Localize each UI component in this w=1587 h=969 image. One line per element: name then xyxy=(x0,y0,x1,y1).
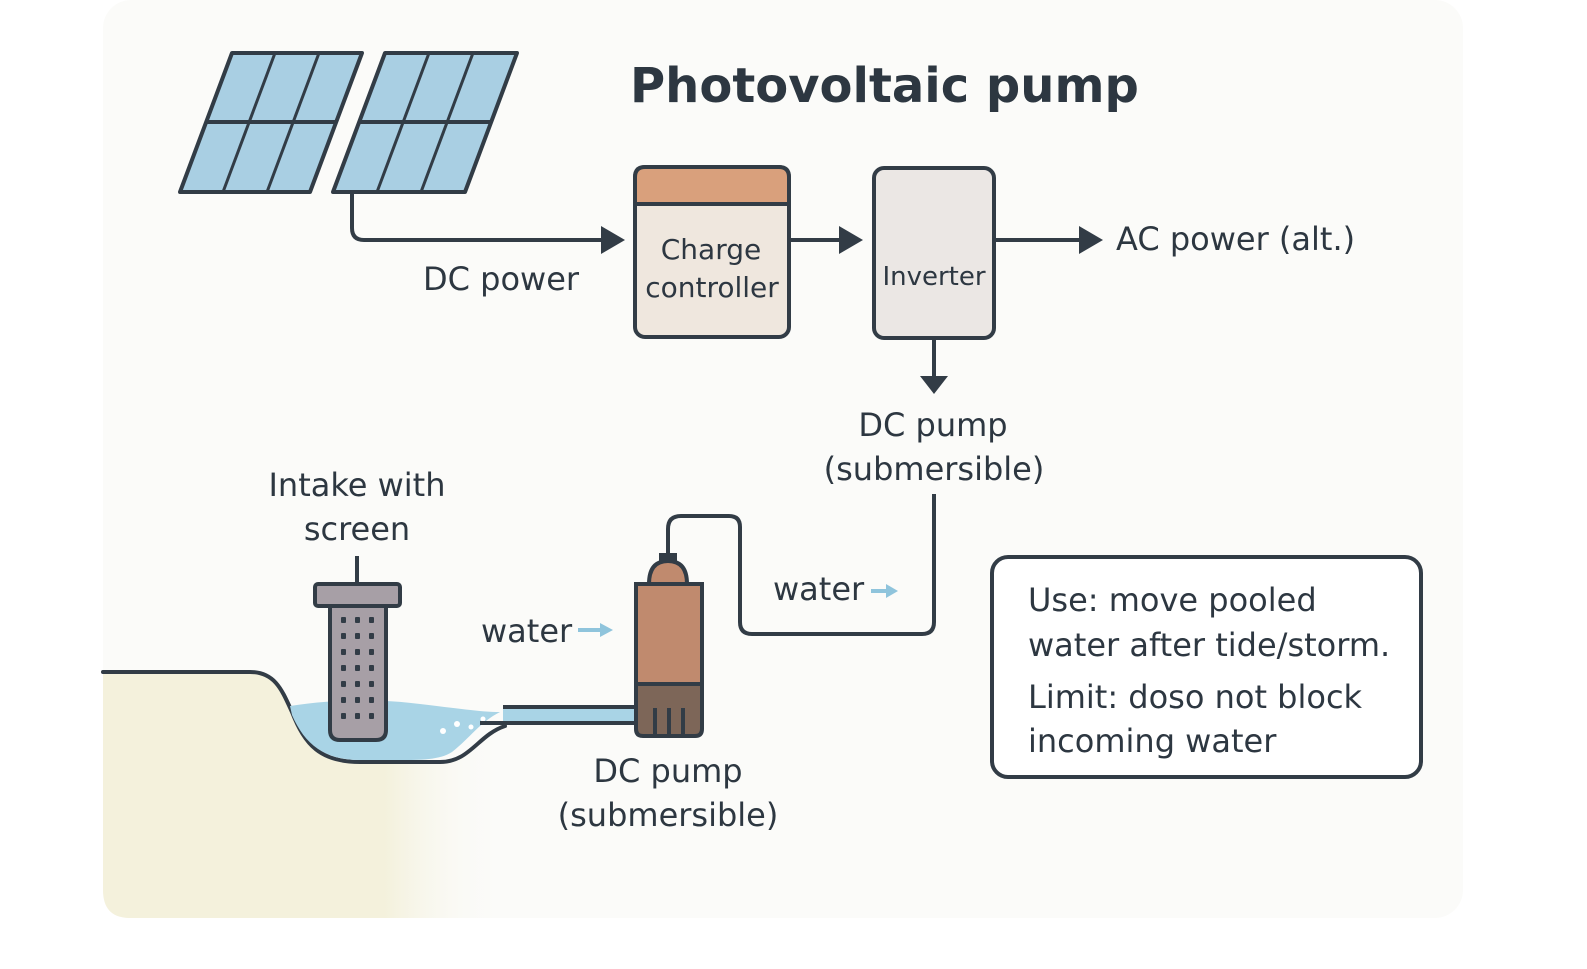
dc-pump-bottom-label-line2: (submersible) xyxy=(558,796,779,834)
note-limit-line1: Limit: doso not block xyxy=(1028,678,1363,716)
note-box: Use: move pooled water after tide/storm.… xyxy=(990,555,1423,779)
dc-power-wire xyxy=(350,194,605,242)
water-arrow-right-icon xyxy=(871,584,898,598)
page-title: Photovoltaic pump xyxy=(630,58,1139,114)
charge-controller-label-line1: Charge xyxy=(661,233,761,266)
solar-panel-left xyxy=(178,51,364,194)
intake-label-line1: Intake with xyxy=(268,466,445,504)
ac-power-label: AC power (alt.) xyxy=(1116,220,1355,258)
dc-power-label: DC power xyxy=(423,260,580,298)
dc-pump-top-label-line1: DC pump xyxy=(858,406,1007,444)
note-use-line1: Use: move pooled xyxy=(1028,581,1317,619)
note-limit-line2: incoming water xyxy=(1028,722,1277,760)
charge-controller-label-line2: controller xyxy=(645,271,779,304)
intake-pipe xyxy=(480,705,636,725)
ground xyxy=(103,672,505,918)
note-use-line2: water after tide/storm. xyxy=(1028,626,1390,664)
charge-controller: Charge controller xyxy=(633,165,791,339)
inverter-label: Inverter xyxy=(882,262,985,292)
water-label-right: water xyxy=(773,570,865,608)
inverter: Inverter xyxy=(872,166,996,340)
dc-pump-bottom-label-line1: DC pump xyxy=(593,752,742,790)
ground-edge xyxy=(101,670,507,764)
pump-power-cable xyxy=(666,494,936,636)
solar-panel-right xyxy=(331,51,519,194)
water-arrow-left-icon xyxy=(578,623,613,637)
water-label-left: water xyxy=(481,612,573,650)
dc-power-arrowhead xyxy=(601,226,625,254)
intake-label-line2: screen xyxy=(304,510,410,548)
controller-to-inverter-arrowhead xyxy=(839,226,863,254)
inverter-down-arrowhead xyxy=(920,376,948,394)
water-bubbles xyxy=(440,716,486,734)
submersible-pump xyxy=(634,553,704,738)
intake-screen xyxy=(313,582,402,742)
ac-power-arrowhead xyxy=(1079,226,1103,254)
dc-pump-top-label-line2: (submersible) xyxy=(824,450,1045,488)
